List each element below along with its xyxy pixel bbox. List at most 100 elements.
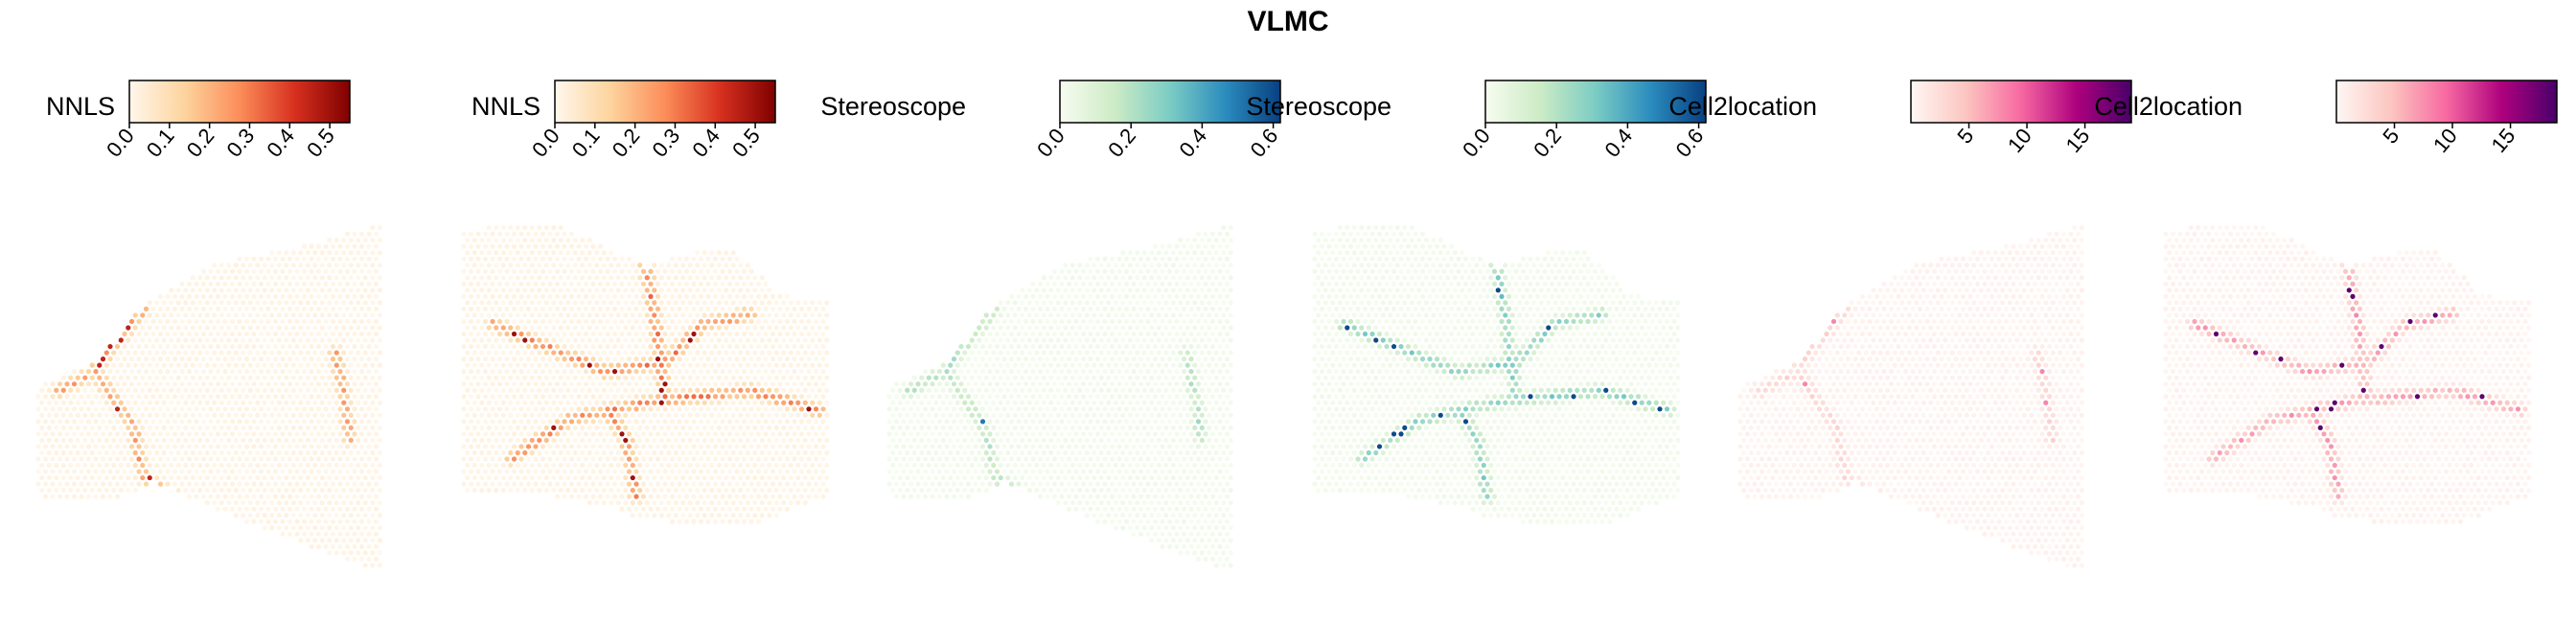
spot <box>547 369 553 375</box>
spot <box>792 431 797 437</box>
spot <box>695 300 701 306</box>
spot <box>1174 256 1180 262</box>
spot <box>1141 337 1147 343</box>
spot <box>543 275 549 281</box>
spot <box>89 362 95 368</box>
spot <box>494 263 499 268</box>
spot <box>319 362 325 368</box>
spot <box>562 306 567 311</box>
spot <box>788 437 794 444</box>
spot <box>640 369 647 375</box>
spot <box>358 456 365 462</box>
spot <box>226 275 232 281</box>
spot <box>186 293 193 299</box>
spot <box>666 425 672 430</box>
spot <box>1221 337 1227 343</box>
spot <box>1026 425 1032 430</box>
spot <box>243 268 250 274</box>
spot <box>655 444 661 449</box>
spot <box>919 412 925 418</box>
spot <box>377 275 382 281</box>
spot <box>1184 300 1190 306</box>
spot <box>500 275 506 281</box>
spot <box>948 362 954 368</box>
spot <box>1092 350 1097 356</box>
spot <box>655 419 661 425</box>
spot <box>572 275 578 281</box>
spot <box>161 337 167 343</box>
spot <box>157 444 164 449</box>
spot <box>752 425 758 430</box>
spot <box>1102 318 1108 325</box>
spot <box>237 481 242 487</box>
spot <box>247 513 253 518</box>
spot <box>547 343 553 350</box>
spot <box>562 343 567 350</box>
spot <box>42 406 49 412</box>
spot <box>222 444 228 449</box>
spot <box>720 506 725 512</box>
spot <box>1131 331 1137 337</box>
spot <box>958 381 964 387</box>
spot <box>1094 369 1101 375</box>
spot <box>107 381 113 387</box>
spot <box>730 250 736 256</box>
spot <box>1102 293 1108 299</box>
spot <box>738 425 744 430</box>
spot <box>537 375 542 380</box>
spot <box>759 325 765 331</box>
spot <box>1156 400 1162 405</box>
spot <box>312 412 318 418</box>
spot <box>1221 224 1227 231</box>
spot <box>893 394 900 400</box>
spot <box>301 456 308 462</box>
spot <box>1080 268 1087 274</box>
spot <box>824 362 830 368</box>
spot <box>562 431 567 437</box>
spot <box>301 406 308 412</box>
spot <box>1217 331 1223 337</box>
spot <box>633 369 639 375</box>
spot <box>958 419 964 425</box>
spot <box>609 275 614 281</box>
spot <box>586 325 592 331</box>
spot <box>583 281 589 287</box>
spot <box>720 494 725 499</box>
spot <box>619 469 625 474</box>
spot <box>518 381 524 387</box>
spot <box>265 331 271 337</box>
spot <box>1123 293 1130 299</box>
spot <box>1181 268 1187 274</box>
spot <box>511 306 518 311</box>
spot <box>276 250 282 256</box>
spot <box>183 312 189 318</box>
spot <box>973 369 978 375</box>
spot <box>222 356 228 362</box>
spot <box>698 306 704 311</box>
spot <box>554 369 561 375</box>
spot <box>537 250 542 256</box>
spot <box>500 300 506 306</box>
spot <box>738 275 744 281</box>
spot <box>172 293 178 299</box>
spot <box>1020 300 1025 306</box>
spot <box>140 350 146 356</box>
spot <box>468 394 474 400</box>
spot <box>594 437 600 444</box>
spot <box>1051 331 1058 337</box>
spot <box>362 550 368 556</box>
spot <box>1138 406 1144 412</box>
spot <box>1102 331 1108 337</box>
spot <box>247 312 253 318</box>
spot <box>315 494 322 499</box>
spot <box>1080 381 1087 387</box>
spot <box>373 556 380 563</box>
spot <box>586 250 592 256</box>
spot <box>315 506 322 512</box>
spot <box>305 312 310 318</box>
spot <box>594 500 600 506</box>
spot <box>788 362 794 368</box>
spot <box>290 462 296 469</box>
spot <box>726 406 733 412</box>
spot <box>547 306 553 311</box>
